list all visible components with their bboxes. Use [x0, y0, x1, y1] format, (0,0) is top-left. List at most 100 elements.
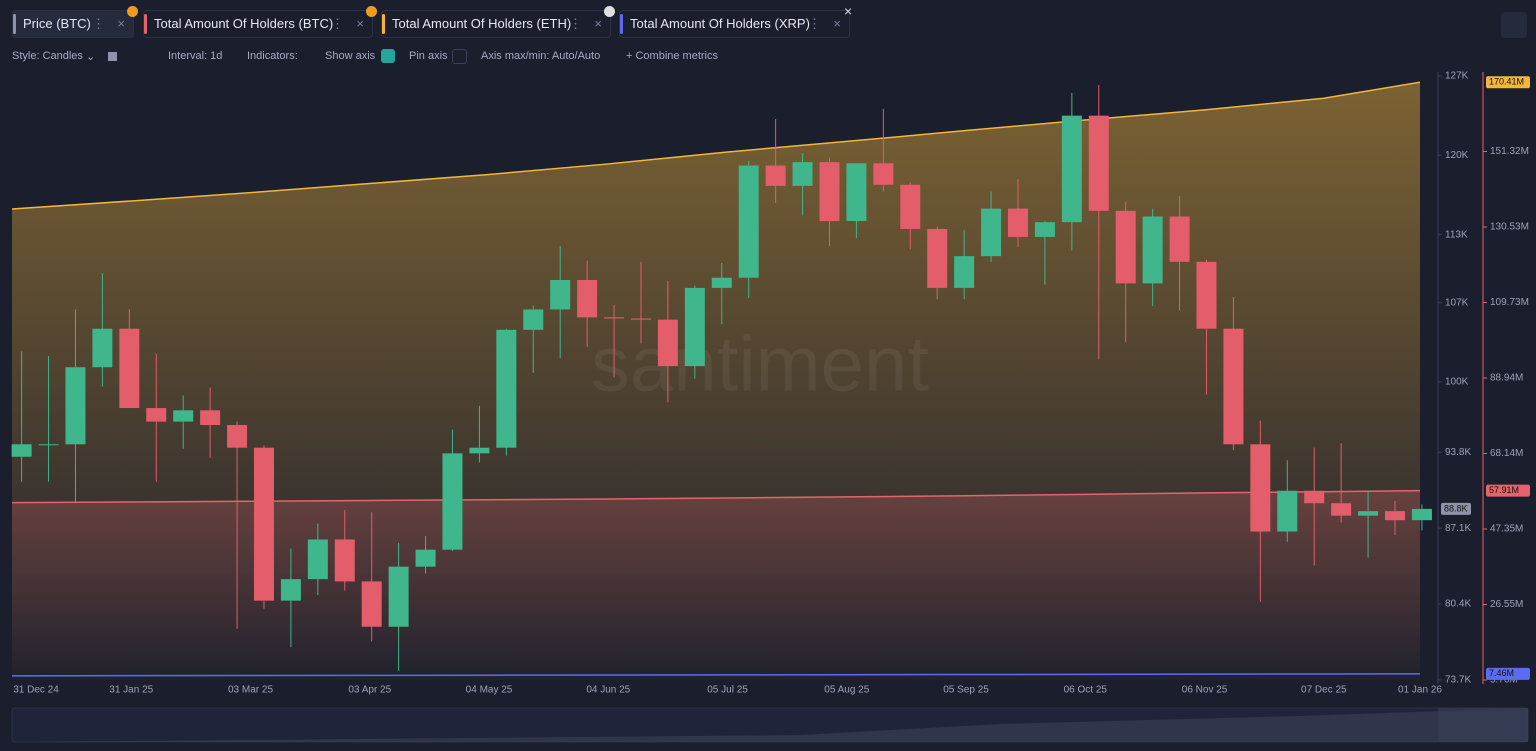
candle-body	[819, 162, 840, 222]
candle-body	[361, 581, 382, 627]
navigator-window[interactable]	[1438, 708, 1528, 742]
candle-body	[1223, 328, 1244, 445]
show-axis-checkbox[interactable]	[381, 49, 395, 63]
candle-body	[280, 579, 301, 601]
y-tick-label: 73.7K	[1445, 675, 1471, 686]
candle-body	[738, 165, 759, 278]
candle-body	[523, 309, 544, 330]
candle-body	[1061, 115, 1082, 223]
last-value-badge	[1486, 76, 1530, 89]
tab-label: Total Amount Of Holders (ETH)	[392, 16, 572, 31]
x-tick-label: 07 Dec 25	[1301, 685, 1347, 696]
x-tick-label: 05 Jul 25	[707, 685, 748, 696]
candle-body	[469, 447, 490, 454]
watermark: santiment	[591, 320, 929, 408]
show-axis[interactable]: Show axis	[325, 50, 376, 62]
candle-body	[1196, 261, 1217, 329]
candle-body	[1142, 216, 1163, 284]
x-tick-label: 03 Apr 25	[348, 685, 391, 696]
y-tick-label: 100K	[1445, 377, 1469, 388]
candle-body	[92, 328, 113, 368]
x-tick-label: 05 Aug 25	[824, 685, 869, 696]
caret: ⌄	[86, 51, 96, 63]
y2-tick-label: 109.73M	[1490, 297, 1529, 308]
candle-body	[253, 447, 274, 601]
candle-body	[146, 408, 167, 422]
indicators-select[interactable]: Indicators:	[247, 50, 298, 62]
candle-body	[1169, 216, 1190, 262]
candle-body	[1304, 490, 1325, 504]
candle-body	[981, 208, 1002, 257]
x-tick-label: 31 Jan 25	[109, 685, 153, 696]
candle-body	[1331, 503, 1352, 516]
candle-body	[684, 287, 705, 367]
y-tick-label: 93.8K	[1445, 447, 1471, 458]
pin-axis-checkbox[interactable]	[452, 49, 467, 64]
candle-body	[388, 566, 409, 627]
tab-label: Price (BTC)	[23, 16, 91, 31]
last-value-label: 170.41M	[1489, 77, 1524, 87]
tab[interactable]: Total Amount Of Holders (BTC) ⋮ ×	[143, 6, 377, 38]
style-select[interactable]: Style: Candles	[12, 50, 83, 62]
candle-body	[1358, 511, 1379, 516]
y-tick-label: 80.4K	[1445, 599, 1471, 610]
last-value-badge	[1486, 484, 1530, 497]
candle-body	[846, 163, 867, 222]
candle-body	[711, 277, 732, 288]
candle-body	[1007, 208, 1028, 237]
tab-label: Total Amount Of Holders (XRP)	[630, 16, 810, 31]
settings-button[interactable]	[1501, 12, 1527, 38]
navigator-preview	[12, 708, 1528, 742]
y-tick-label: 113K	[1445, 229, 1468, 240]
candle-body	[200, 410, 221, 426]
candle-body	[415, 549, 436, 567]
candle-body	[1034, 222, 1055, 237]
candle-body	[1250, 444, 1271, 532]
x-tick-label: 05 Sep 25	[943, 685, 989, 696]
candle-body	[1384, 511, 1405, 521]
holders-area	[12, 490, 1420, 680]
candle-body	[227, 425, 248, 448]
y2-tick-label: 26.55M	[1490, 599, 1523, 610]
candle-body	[604, 317, 625, 319]
candle-body	[65, 367, 86, 445]
candle-body	[900, 184, 921, 229]
candle-body	[442, 453, 463, 550]
y2-tick-label: 88.94M	[1490, 373, 1523, 384]
tab[interactable]: Price (BTC) ⋮ ×	[12, 6, 138, 38]
interval-select[interactable]: Interval: 1d	[168, 50, 223, 62]
color-swatch[interactable]	[108, 52, 117, 61]
holders-line	[11, 673, 1421, 677]
x-tick-label: 03 Mar 25	[228, 685, 273, 696]
candle-body	[577, 279, 598, 318]
candle-body	[496, 329, 517, 448]
y2-tick-label: 47.35M	[1490, 524, 1523, 535]
pin-axis[interactable]: Pin axis	[409, 50, 448, 62]
candle-body	[119, 328, 140, 409]
y2-tick-label: 68.14M	[1490, 448, 1523, 459]
candle-body	[334, 539, 355, 582]
combine-label: Combine metrics	[635, 50, 719, 62]
holders-line	[11, 489, 1421, 504]
y-tick-label: 107K	[1445, 297, 1469, 308]
candle-body	[927, 228, 948, 288]
candle-body	[1088, 115, 1109, 211]
tab[interactable]: Total Amount Of Holders (ETH) ⋮ ×	[381, 6, 615, 38]
candle-body	[38, 444, 59, 446]
candle-body	[657, 319, 678, 367]
last-value-label: 7.46M	[1489, 668, 1514, 678]
close-all[interactable]: ×	[844, 3, 853, 19]
y-tick-label: 127K	[1445, 71, 1469, 82]
price-badge	[1441, 502, 1471, 515]
tab[interactable]: Total Amount Of Holders (XRP) ⋮ ×	[619, 10, 850, 38]
candle-body	[307, 539, 328, 580]
candle-body	[550, 279, 571, 310]
candle-body	[954, 256, 975, 288]
combine-metrics[interactable]: + Combine metrics	[626, 50, 719, 62]
axis-minmax[interactable]: Axis max/min: Auto/Auto	[481, 50, 601, 62]
candle-body	[792, 162, 813, 186]
y2-tick-label: 130.53M	[1490, 222, 1529, 233]
candle-body	[1115, 210, 1136, 284]
